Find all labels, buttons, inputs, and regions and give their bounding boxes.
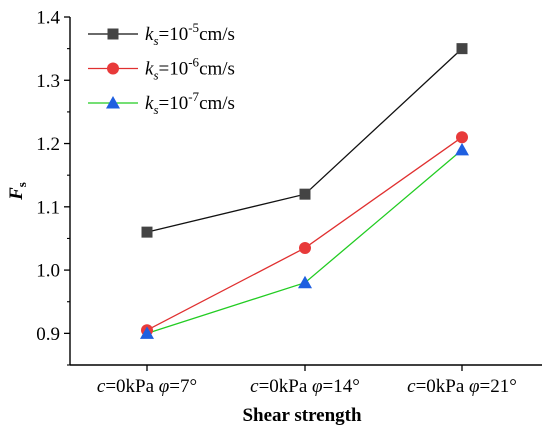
x-category-labels: c=0kPa φ=7° c=0kPa φ=14° c=0kPa φ=21° (97, 365, 517, 397)
y-tick-label: 1.1 (36, 197, 60, 218)
y-tick-label: 1.0 (36, 261, 60, 282)
y-tick-label: 1.3 (36, 71, 60, 92)
x-category-label: c=0kPa φ=14° (250, 376, 360, 397)
x-category-mid2: =14° (323, 376, 360, 397)
y-axis-title: Fs (6, 182, 29, 201)
x-category-mid1: =0kPa (259, 376, 312, 397)
x-category-label: c=0kPa φ=7° (97, 376, 197, 397)
data-point-series-1 (141, 226, 153, 238)
legend-marker-1 (107, 28, 119, 40)
legend-marker-3 (106, 96, 120, 109)
legend-label-2: ks=10-6cm/s (145, 55, 235, 83)
data-point-series-2 (456, 131, 468, 144)
data-point-series-1 (456, 43, 468, 55)
y-tick-label: 1.4 (36, 8, 60, 29)
data-point-series-2 (299, 241, 311, 254)
x-category-mid2: =7° (169, 376, 197, 397)
data-point-series-3 (298, 275, 312, 289)
y-tick-label: 0.9 (36, 324, 60, 345)
x-axis-title: Shear strength (242, 405, 362, 426)
x-category-var1: c (97, 376, 106, 397)
x-category-mid1: =0kPa (416, 376, 469, 397)
series-line-2 (146, 136, 463, 331)
x-category-var2: φ (312, 376, 323, 397)
series-markers (140, 43, 469, 339)
x-category-mid2: =21° (480, 376, 517, 397)
x-category-var1: c (407, 376, 416, 397)
y-tick-label: 1.2 (36, 134, 60, 155)
y-ticks: 0.9 1.0 1.1 1.2 1.3 1.4 (36, 8, 70, 366)
x-category-label: c=0kPa φ=21° (407, 376, 517, 397)
axes (69, 17, 542, 366)
legend: ks=10-5cm/s ks=10-6cm/s ks=10-7cm/s (88, 20, 235, 117)
x-category-mid1: =0kPa (105, 376, 158, 397)
legend-label-1: ks=10-5cm/s (145, 20, 235, 48)
legend-label-3: ks=10-7cm/s (145, 89, 235, 117)
legend-marker-2 (107, 62, 119, 75)
data-point-series-3 (455, 142, 469, 156)
x-category-var1: c (250, 376, 259, 397)
data-point-series-3 (140, 326, 154, 339)
data-point-series-1 (299, 188, 311, 200)
x-category-var2: φ (469, 376, 480, 397)
x-category-var2: φ (159, 376, 170, 397)
series-line-1 (146, 48, 463, 233)
